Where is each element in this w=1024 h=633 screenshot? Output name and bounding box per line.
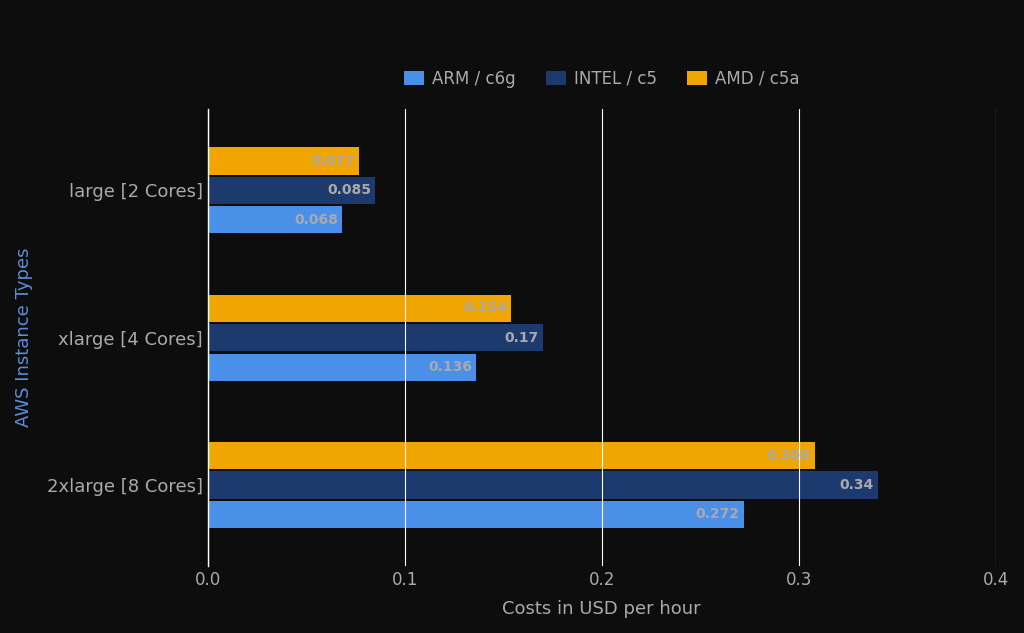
X-axis label: Costs in USD per hour: Costs in USD per hour [503, 600, 701, 618]
Legend: ARM / c6g, INTEL / c5, AMD / c5a: ARM / c6g, INTEL / c5, AMD / c5a [397, 63, 807, 94]
Text: 0.077: 0.077 [311, 154, 355, 168]
Bar [208, 472, 878, 499]
Text: 0.308: 0.308 [767, 449, 811, 463]
Bar [208, 354, 476, 381]
Text: 0.068: 0.068 [294, 213, 338, 227]
Text: 0.136: 0.136 [428, 360, 472, 374]
Text: 0.17: 0.17 [505, 331, 539, 345]
Bar [208, 324, 543, 351]
Bar [208, 295, 511, 322]
Y-axis label: AWS Instance Types: AWS Instance Types [15, 248, 33, 427]
Bar [208, 177, 375, 204]
Text: 0.272: 0.272 [695, 508, 739, 522]
Text: 0.085: 0.085 [328, 184, 372, 197]
Text: 0.34: 0.34 [840, 478, 873, 492]
Text: 0.154: 0.154 [463, 301, 507, 315]
Bar [208, 206, 342, 234]
Bar [208, 501, 743, 528]
Bar [208, 147, 359, 175]
Bar [208, 442, 815, 469]
